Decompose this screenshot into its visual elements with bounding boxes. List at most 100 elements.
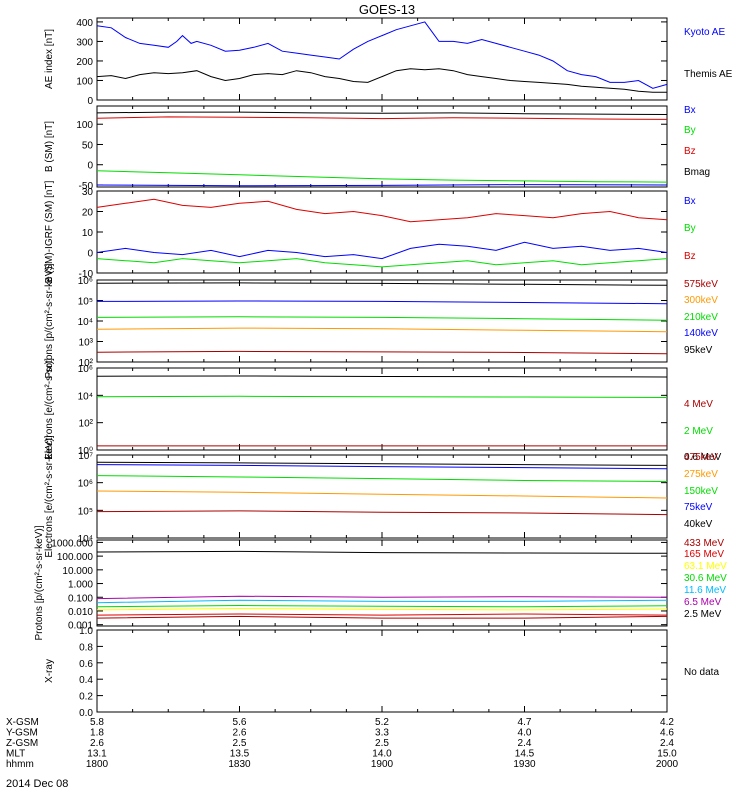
ephemeris-value: 2.6 [90, 738, 104, 749]
series-line-475kev [96, 510, 668, 516]
y-tick-label: 100.000 [57, 552, 94, 563]
ephemeris-row-label: X-GSM [6, 717, 39, 728]
y-axis-label: Protons [p/(cm²-s-sr-keV)] [44, 263, 55, 378]
y-tick-label: 10² [79, 358, 94, 369]
y-tick-label: 0.100 [68, 593, 93, 604]
date-label: 2014 Dec 08 [6, 778, 68, 790]
ephemeris-value: 13.5 [230, 749, 250, 760]
series-line-bmag [96, 111, 668, 115]
y-tick-label: 0.2 [79, 692, 93, 703]
ephemeris-value: 3.3 [375, 728, 389, 739]
legend-label: 433 MeV [684, 538, 724, 549]
y-tick-label: 0.010 [68, 607, 93, 618]
y-tick-label: 10⁵ [78, 506, 93, 517]
ephemeris-value: 4.7 [518, 717, 532, 728]
y-tick-label: 0.8 [79, 642, 93, 653]
panel-1: 0 100 200 300 400 AE index [nT] Kyoto AE Themis… [44, 17, 733, 107]
series-line-75kev [96, 464, 668, 470]
legend-label: 95keV [684, 345, 713, 356]
y-tick-label: 10⁶ [78, 479, 93, 490]
ephemeris-value: 2.5 [375, 738, 389, 749]
legend-label: By [684, 125, 696, 136]
y-tick-label: 400 [76, 18, 93, 29]
y-tick-label: 10⁴ [78, 391, 93, 402]
y-tick-label: 100 [76, 76, 93, 87]
ephemeris-value: 2.5 [233, 738, 247, 749]
series-line-0-6-mev [96, 375, 668, 378]
ephemeris-value: 5.6 [233, 717, 247, 728]
series-line-11-6-mev [96, 599, 668, 604]
y-tick-label: 10⁴ [78, 317, 93, 328]
series-line-bx [96, 184, 668, 187]
ephemeris-value: 14.0 [372, 749, 392, 760]
y-tick-label: 10⁶ [78, 276, 93, 287]
y-axis-label: AE index [nT] [44, 29, 55, 89]
ephemeris-value: 1830 [228, 759, 251, 770]
legend-label: 75keV [684, 502, 713, 513]
y-tick-label: 0 [87, 249, 93, 260]
y-axis-label: Electrons [e/(cm²-s-sr-keV)] [44, 435, 55, 557]
y-axis-label: B (SM)-IGRF (SM) [nT] [44, 180, 55, 283]
y-tick-label: 0.001 [68, 621, 93, 632]
y-tick-label: 0.4 [79, 675, 93, 686]
panel-frame [96, 279, 668, 363]
series-line-165-mev [96, 613, 668, 616]
legend-label: Bz [684, 146, 696, 157]
ephemeris-row-label: Y-GSM [6, 728, 38, 739]
ephemeris-row-label: Z-GSM [6, 738, 38, 749]
panel-4: 10² 10³ 10⁴ 10⁵ 10⁶ Protons [p/(cm²-s-sr-keV)… [44, 263, 718, 378]
ephemeris-row-label: MLT [6, 749, 25, 760]
panel-frame [96, 17, 668, 101]
ephemeris-table: X-GSM 5.8 5.6 5.2 4.7 4.2Y-GSM 1.8 2.6 3.3 4.0 4.6… [6, 717, 679, 770]
ephemeris-value: 4.6 [660, 728, 674, 739]
legend-label: 4 MeV [684, 399, 713, 410]
legend-label: 575keV [684, 279, 718, 290]
panel-frame [96, 190, 668, 274]
legend-label: By [684, 223, 696, 234]
y-tick-label: 0 [87, 161, 93, 172]
legend-label: 275keV [684, 469, 718, 480]
y-tick-label: 10⁶ [78, 364, 93, 375]
legend-label: 6.5 MeV [684, 597, 722, 608]
ephemeris-value: 1900 [371, 759, 394, 770]
ephemeris-value: 5.8 [90, 717, 104, 728]
legend-label: 30.6 MeV [684, 573, 727, 584]
legend-label: 40keV [684, 519, 713, 530]
legend-label: Kyoto AE [684, 27, 725, 38]
ephemeris-value: 4.2 [660, 717, 674, 728]
legend-label: Bx [684, 105, 696, 116]
ephemeris-value: 2.4 [660, 738, 674, 749]
series-line-95kev [96, 282, 668, 286]
panel-8: 0.0 0.2 0.4 0.6 0.8 1.0 X-ray No data [44, 626, 719, 719]
panel-2: -50 0 50 100 B (SM) [nT] Bx By Bz Bmag [44, 105, 710, 192]
y-tick-label: 10⁴ [78, 534, 93, 545]
y-tick-label: -50 [79, 181, 94, 192]
y-tick-label: 0.0 [79, 708, 93, 719]
panel-7: 0.001 0.010 0.100 1.000 10.000 100.000 1000.00… [34, 525, 727, 640]
no-data-note: No data [684, 667, 719, 678]
legend-label: 475keV [684, 452, 718, 463]
series-line-150kev [96, 475, 668, 482]
legend-label: 140keV [684, 328, 718, 339]
ephemeris-value: 1930 [513, 759, 536, 770]
series-line-433-mev [96, 615, 668, 619]
legend-label: 2 MeV [684, 426, 713, 437]
legend-label: 300keV [684, 295, 718, 306]
legend-label: 11.6 MeV [684, 585, 726, 596]
panel-5: 10⁰ 10² 10⁴ 10⁶ Electrons [e/(cm²-s-sr)] 4 Me… [44, 358, 722, 463]
panel-6: 10⁴ 10⁵ 10⁶ 10⁷ Electrons [e/(cm²-s-sr-keV)]… [44, 435, 718, 557]
series-line-by [96, 258, 668, 268]
series-line-40kev [96, 461, 668, 466]
panel-frame [96, 629, 668, 713]
series-line-themis-ae [96, 68, 667, 93]
y-tick-label: 10² [79, 419, 94, 430]
series-line-210kev [96, 316, 668, 321]
y-tick-label: 1.000 [68, 580, 93, 591]
y-tick-label: 10⁰ [78, 446, 93, 457]
series-line-bx [96, 241, 668, 260]
series-line-by [96, 170, 668, 183]
y-axis-label: B (SM) [nT] [44, 121, 55, 172]
legend-label: 210keV [684, 312, 718, 323]
